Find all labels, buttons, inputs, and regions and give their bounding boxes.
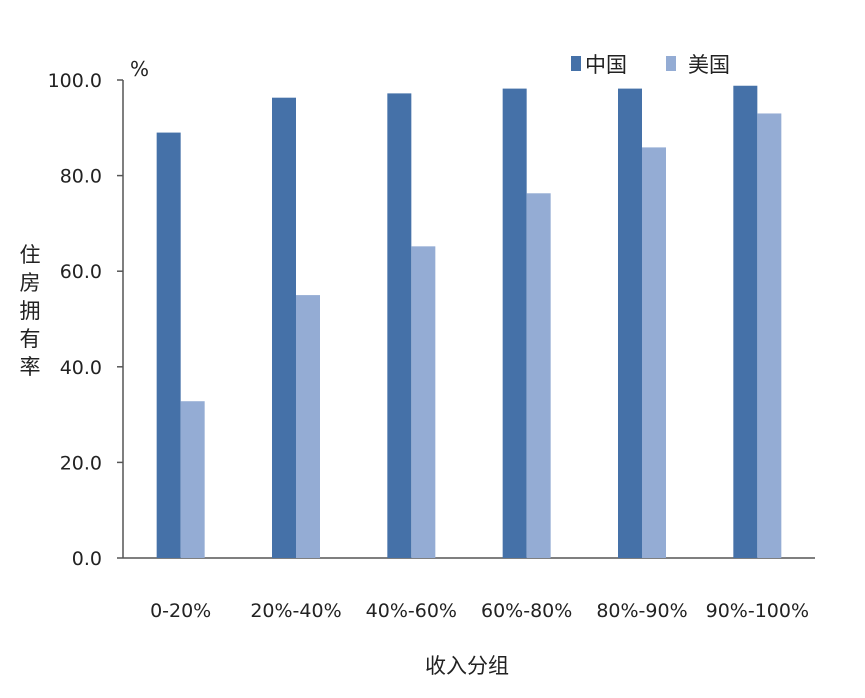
x-axis-title: 收入分组 bbox=[425, 654, 509, 678]
x-tick-label: 90%-100% bbox=[706, 600, 809, 622]
y-tick-label: 60.0 bbox=[60, 261, 102, 283]
bar-usa bbox=[526, 193, 551, 558]
bar-china bbox=[156, 132, 181, 558]
legend-label-usa: 美国 bbox=[688, 53, 730, 77]
axes bbox=[117, 79, 815, 559]
x-tick-label: 20%-40% bbox=[250, 600, 341, 622]
bar-usa bbox=[296, 295, 320, 558]
y-tick-label: 20.0 bbox=[60, 452, 102, 474]
bar-usa bbox=[411, 246, 436, 558]
x-tick-label: 80%-90% bbox=[596, 600, 687, 622]
y-unit-label: % bbox=[130, 57, 149, 81]
y-tick-labels: 0.0 20.0 40.0 60.0 80.0 100.0 bbox=[48, 70, 102, 570]
y-axis-title-char: 房 bbox=[20, 271, 41, 295]
x-tick-labels: 0-20% 20%-40% 40%-60% 60%-80% 80%-90% 90%-100… bbox=[150, 600, 809, 622]
x-tick-label: 40%-60% bbox=[366, 600, 457, 622]
bar-china bbox=[618, 88, 642, 558]
y-axis-title-char: 住 bbox=[20, 243, 41, 267]
y-axis-title-char: 率 bbox=[20, 355, 41, 379]
y-tick-label: 40.0 bbox=[60, 357, 102, 379]
y-tick-label: 100.0 bbox=[48, 70, 102, 92]
legend-swatch-usa bbox=[666, 56, 676, 71]
bar-usa bbox=[180, 401, 205, 558]
bars bbox=[156, 85, 782, 559]
legend-swatch-china bbox=[571, 56, 581, 71]
bar-china bbox=[733, 85, 758, 559]
bar-china bbox=[502, 88, 527, 558]
y-tick-label: 80.0 bbox=[60, 166, 102, 188]
y-tick-label: 0.0 bbox=[72, 548, 102, 570]
bar-china bbox=[272, 97, 296, 558]
bar-usa bbox=[642, 147, 666, 558]
y-axis-title-char: 拥 bbox=[20, 299, 41, 323]
legend-label-china: 中国 bbox=[585, 53, 627, 77]
x-tick-label: 0-20% bbox=[150, 600, 211, 622]
bar-china bbox=[387, 93, 412, 558]
x-tick-label: 60%-80% bbox=[481, 600, 572, 622]
legend: 中国 美国 bbox=[571, 53, 730, 77]
bar-usa bbox=[757, 113, 782, 559]
y-axis-title-char: 有 bbox=[20, 327, 41, 351]
